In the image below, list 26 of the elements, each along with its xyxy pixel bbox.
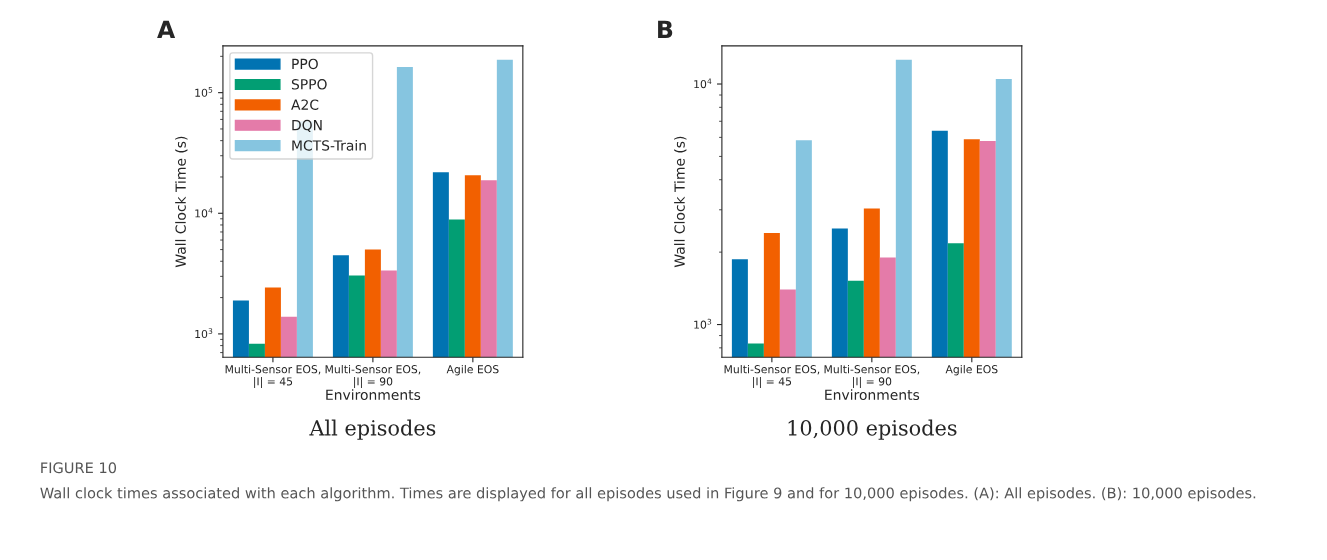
y-axis-title: Wall Clock Time (s) — [674, 136, 687, 268]
text: All episodes — [309, 419, 436, 440]
legend-label: PPO — [292, 58, 318, 70]
legend-label: MCTS-Train — [292, 139, 366, 151]
chart-title: A — [157, 20, 176, 38]
x-tick-label: Agile EOS — [945, 364, 998, 376]
y-tick-label: 10$^{3}$ — [195, 328, 213, 339]
text: 10,000 episodes — [788, 419, 957, 440]
x-tick-label: Multi-Sensor EOS, |I| = 90 — [824, 364, 920, 388]
chart-title: B — [658, 20, 673, 38]
y-axis-title: Wall Clock Time (s) — [175, 136, 188, 268]
legend-label: A2C — [291, 99, 319, 110]
x-axis-title: Environments — [326, 389, 421, 401]
x-tick-label: Multi-Sensor EOS, |I| = 45 — [724, 364, 820, 388]
x-axis-title: Environments — [825, 389, 920, 401]
x-tick-label: Multi-Sensor EOS, |I| = 90 — [325, 364, 421, 388]
y-tick-label: 10$^{3}$ — [694, 318, 712, 329]
y-tick-label: 10$^{4}$ — [195, 207, 213, 218]
legend-label: SPPO — [291, 79, 327, 90]
legend-label: DQN — [292, 119, 322, 132]
x-tick-label: Agile EOS — [446, 364, 499, 376]
caption: FIGURE 10 — [41, 462, 117, 474]
x-tick-label: Multi-Sensor EOS, |I| = 45 — [225, 364, 321, 388]
y-tick-label: 10$^{4}$ — [694, 78, 712, 89]
text: Wall clock times associated with each algorithm. Times are displayed for all episodes used in Figure 9 and for 10,000 episodes. (A): All episodes. (B): 10,000 episodes. — [40, 487, 1256, 502]
y-tick-label: 10$^{5}$ — [195, 87, 213, 97]
